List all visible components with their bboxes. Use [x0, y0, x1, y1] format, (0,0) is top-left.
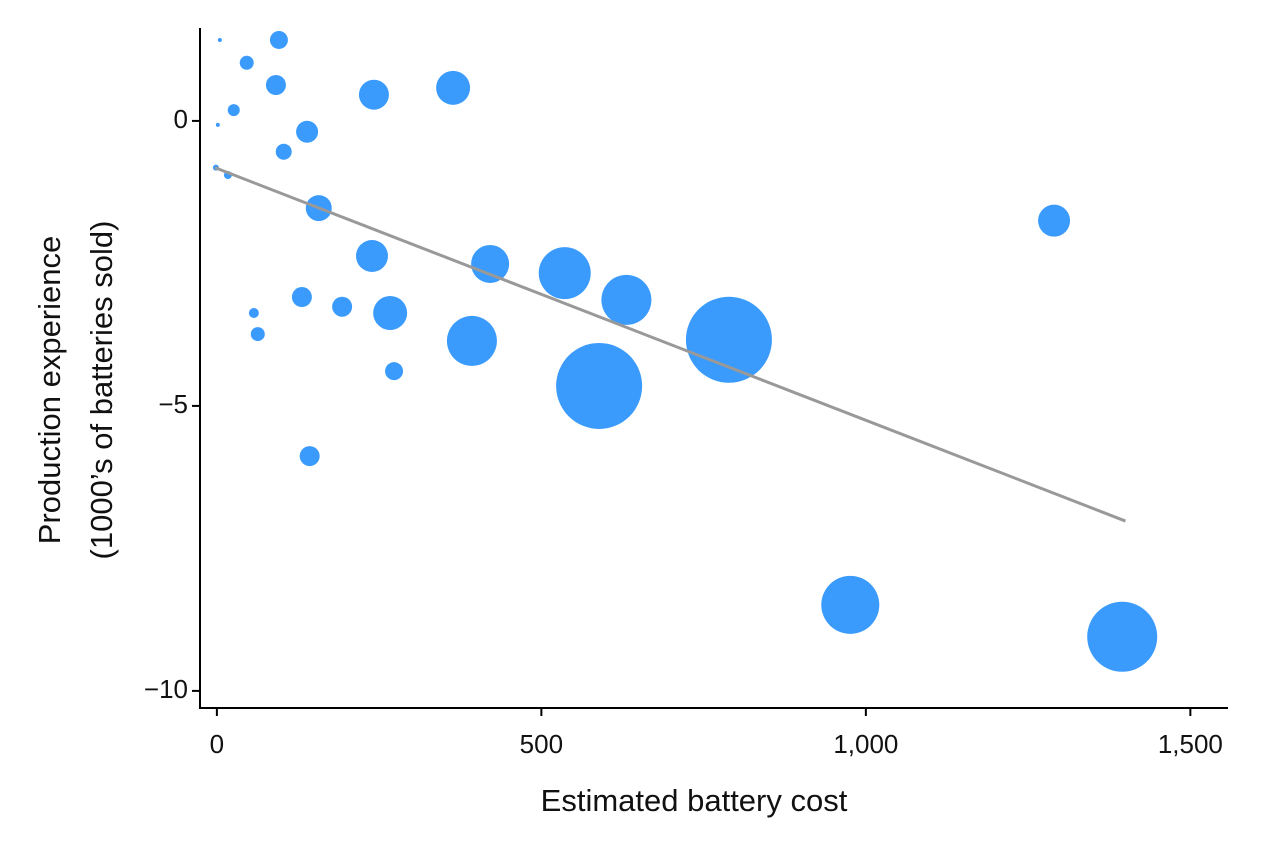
bubble [291, 287, 312, 308]
bubble [248, 307, 259, 318]
bubble [358, 79, 389, 110]
bubble [1038, 204, 1071, 237]
bubble [385, 362, 404, 381]
bubble [265, 74, 286, 95]
bubble [215, 122, 220, 127]
bubble [446, 315, 497, 366]
y-tick-label: −5 [158, 389, 188, 419]
bubble [821, 575, 880, 634]
bubble [538, 247, 591, 300]
bubble [269, 30, 288, 49]
x-axis-label: Estimated battery cost [541, 783, 848, 818]
bubble [373, 295, 408, 330]
x-tick-label: 500 [520, 729, 563, 759]
bubble [471, 244, 510, 283]
bubble [436, 70, 471, 105]
y-axis-label: (1000’s of batteries sold) [84, 221, 119, 560]
x-tick-label: 1,000 [833, 729, 898, 759]
bubble [355, 239, 388, 272]
bubble [299, 446, 320, 467]
bubble [685, 296, 772, 383]
bubble [296, 120, 319, 143]
bubble [227, 104, 240, 117]
bubble [239, 55, 254, 70]
bubble [217, 37, 222, 42]
bubble [556, 342, 643, 429]
bubble [332, 296, 353, 317]
x-tick-label: 1,500 [1158, 729, 1223, 759]
y-tick-label: 0 [174, 104, 188, 134]
bubble [1087, 601, 1158, 672]
y-tick-label: −10 [144, 674, 188, 704]
bubble [275, 143, 292, 160]
trend-line [214, 166, 1127, 523]
x-tick-label: 0 [210, 729, 224, 759]
y-axis-label: Production experience [32, 236, 67, 544]
bubble [601, 274, 652, 325]
bubble [250, 327, 265, 342]
